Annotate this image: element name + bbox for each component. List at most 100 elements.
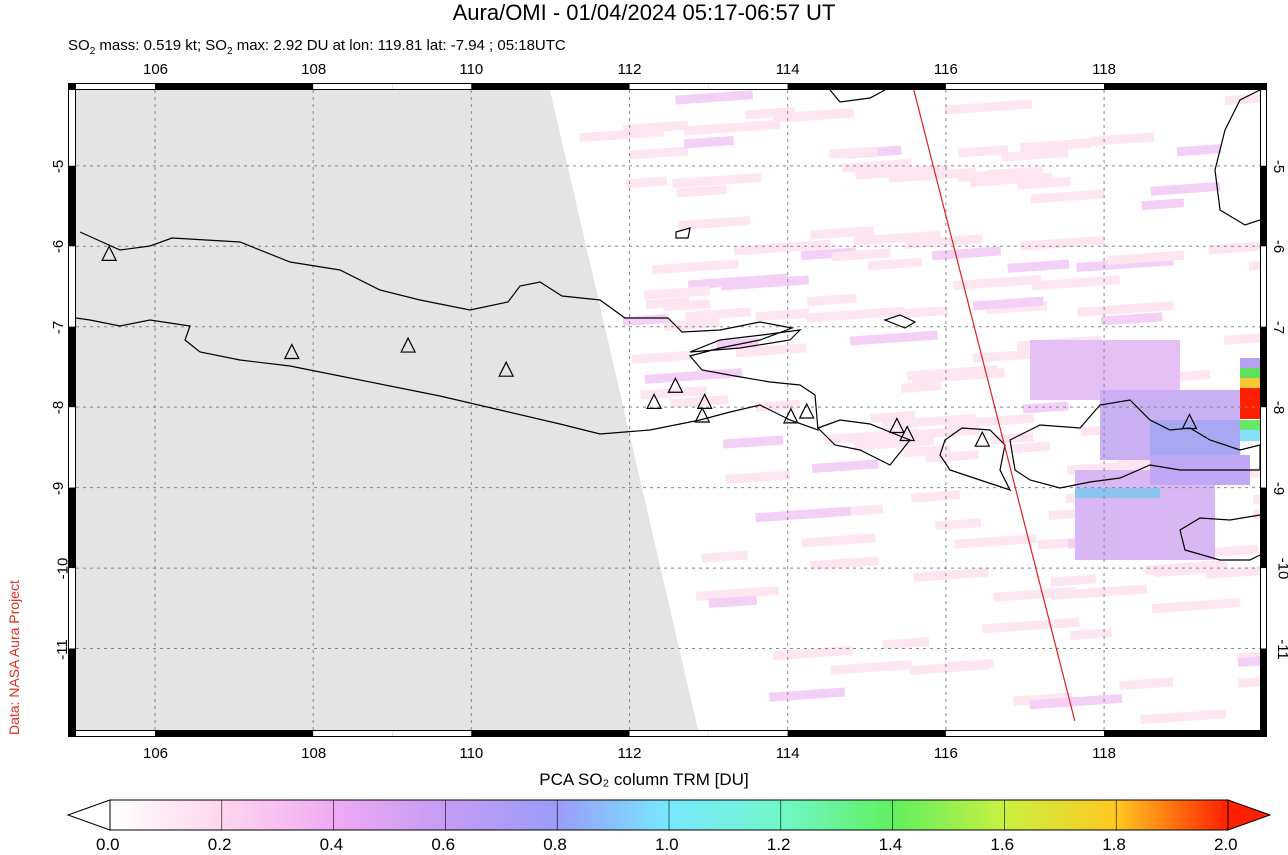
- bawean-island: [675, 227, 691, 239]
- so2-pixel: [882, 637, 930, 650]
- so2-pixel: [801, 533, 876, 548]
- so2-pixel: [830, 660, 913, 675]
- so2-pixel: [1141, 198, 1185, 211]
- so2-pixel: [972, 349, 1031, 363]
- so2-pixel: [901, 305, 949, 319]
- bali-coast: [816, 419, 911, 466]
- so2-pixel: [755, 506, 851, 523]
- so2-pixel: [1208, 238, 1260, 255]
- volcano-triangle-icon: [782, 407, 799, 424]
- so2-pixel: [683, 119, 781, 136]
- colorbar-tick-label: 0.6: [431, 835, 456, 854]
- so2-pixel: [806, 293, 857, 307]
- so2-pixel: [644, 368, 743, 384]
- colorbar-min-arrow: [66, 799, 111, 831]
- so2-pixel-high: [1240, 430, 1260, 441]
- so2-pixel: [811, 459, 879, 474]
- so2-pixel: [684, 307, 751, 321]
- so2-pixel: [987, 166, 1044, 180]
- so2-pixel: [1224, 92, 1260, 106]
- so2-pixel: [652, 259, 739, 275]
- so2-pixel: [934, 518, 982, 531]
- so2-pixel: [904, 234, 983, 249]
- so2-pixel: [913, 567, 989, 582]
- borneo-south-coast: [829, 90, 886, 103]
- so2-pixel: [1077, 301, 1174, 317]
- colorbar-tick-label: 0.4: [319, 835, 344, 854]
- lat-tick-label: -7: [1270, 320, 1288, 334]
- lon-tick-label: 118: [1092, 61, 1116, 78]
- so2-pixel: [972, 296, 1044, 311]
- so2-pixel: [931, 246, 1002, 261]
- sumba-coast: [1179, 514, 1260, 561]
- so2-pixel: [755, 308, 810, 322]
- so2-pixel-high: [1240, 398, 1260, 409]
- so2-pixel: [1007, 259, 1070, 273]
- lon-tick-label: 112: [617, 745, 642, 762]
- madura-coast: [689, 329, 802, 353]
- so2-pixel: [810, 556, 879, 571]
- volcano-triangle-icon: [798, 402, 815, 419]
- java-coast: [76, 231, 819, 435]
- so2-pixel: [867, 257, 923, 271]
- so2-pixel-high: [1240, 378, 1260, 389]
- so2-pixel: [849, 330, 938, 346]
- lat-tick-label: -7: [50, 320, 68, 334]
- so2-pixel: [957, 145, 1009, 158]
- so2-pixel: [1050, 574, 1097, 587]
- lon-tick-label: 110: [459, 745, 484, 762]
- borneo-coast: [1214, 90, 1260, 226]
- volcano-triangle-icon: [888, 417, 905, 434]
- lat-tick-label: -8: [50, 401, 68, 415]
- so2-pixel: [579, 127, 665, 143]
- so2-pixel: [1089, 132, 1155, 146]
- colorbar-tick-label: 1.4: [878, 835, 903, 854]
- so2-pixel: [1075, 488, 1160, 498]
- so2-pixel: [1151, 598, 1241, 614]
- colorbar-tick-label: 1.6: [990, 835, 1015, 854]
- so2-pixel: [1031, 275, 1121, 291]
- so2-pixel: [1020, 138, 1091, 153]
- so2-pixel: [953, 274, 1043, 291]
- volcano-triangle-icon: [696, 393, 713, 409]
- so2-pixel-high: [1240, 368, 1260, 379]
- so2-pixel: [683, 135, 734, 149]
- lon-tick-label: 112: [617, 61, 642, 78]
- so2-pixel: [629, 146, 689, 160]
- kangean-islands: [883, 314, 917, 329]
- lat-tick-label: -11: [1273, 638, 1288, 660]
- so2-pixel: [993, 587, 1077, 602]
- so2-pixel: [622, 314, 668, 327]
- colorbar-max-arrow: [1227, 799, 1272, 831]
- map-title: Aura/OMI - 01/04/2024 05:17-06:57 UT: [452, 0, 836, 25]
- so2-pixel: [678, 216, 751, 231]
- so2-pixel: [831, 248, 891, 262]
- lon-tick-label: 116: [933, 745, 958, 762]
- lat-tick-label: -6: [1270, 240, 1288, 254]
- lon-tick-label: 106: [142, 61, 169, 78]
- so2-pixel: [722, 435, 784, 449]
- lon-tick-label: 116: [933, 61, 958, 78]
- so2-pixel: [1140, 709, 1227, 725]
- lon-tick-label: 106: [142, 745, 169, 762]
- so2-pixel: [1144, 560, 1227, 575]
- lon-tick-label: 110: [459, 61, 484, 78]
- so2-pixel: [969, 172, 1053, 188]
- volcano-triangle-icon: [1181, 413, 1198, 430]
- so2-pixel: [631, 350, 691, 364]
- so2-pixel: [947, 413, 1035, 429]
- volcano-triangle-icon: [283, 343, 300, 360]
- so2-pixel: [888, 167, 977, 183]
- so2-pixel: [853, 230, 941, 246]
- so2-pixel: [954, 534, 1037, 549]
- so2-pixel: [911, 368, 1005, 384]
- so2-pixel: [1069, 628, 1113, 641]
- so2-pixel: [1001, 147, 1069, 162]
- colorbar-tick-label: 2.0: [1214, 835, 1238, 854]
- so2-pixel: [1205, 563, 1260, 579]
- volcano-triangle-icon: [974, 430, 991, 447]
- so2-pixel: [676, 185, 727, 198]
- so2-pixel: [733, 239, 831, 256]
- lon-tick-label: 108: [301, 61, 327, 78]
